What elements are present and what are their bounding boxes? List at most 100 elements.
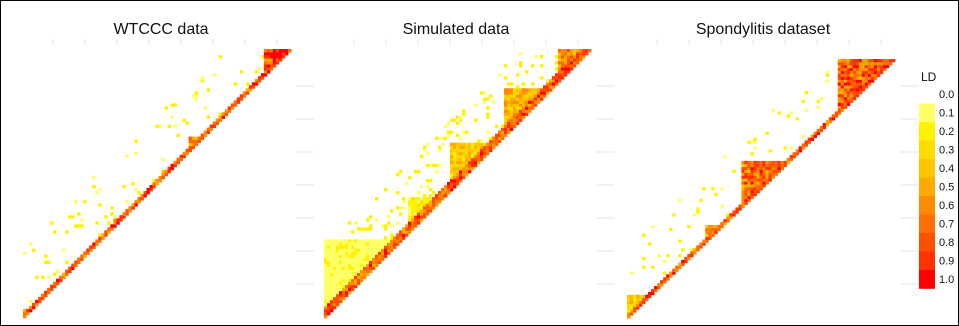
ld-cell bbox=[747, 187, 751, 191]
ld-cell bbox=[849, 82, 854, 86]
ld-cell bbox=[852, 82, 857, 86]
ld-cell bbox=[663, 277, 667, 281]
ld-cell bbox=[357, 248, 361, 252]
ld-cell bbox=[531, 103, 535, 107]
ld-cell bbox=[504, 127, 508, 131]
ld-cell bbox=[711, 230, 715, 235]
ld-cell bbox=[513, 112, 517, 116]
ld-cell bbox=[516, 121, 520, 125]
ld-cell bbox=[324, 260, 328, 264]
ld-cell bbox=[849, 76, 854, 80]
ld-cell bbox=[510, 109, 514, 113]
ld-cell bbox=[852, 61, 857, 66]
ld-cell bbox=[462, 154, 466, 159]
ld-cell bbox=[486, 112, 490, 116]
ld-cell bbox=[83, 200, 87, 204]
ld-cell bbox=[423, 215, 427, 219]
ld-cell bbox=[774, 166, 778, 171]
ld-cell bbox=[837, 82, 842, 86]
ld-cell bbox=[513, 121, 517, 125]
ld-cell bbox=[750, 152, 754, 156]
ld-cell bbox=[810, 137, 815, 141]
ld-cell bbox=[372, 248, 376, 252]
ld-cell bbox=[366, 245, 370, 249]
ld-cell bbox=[327, 305, 331, 310]
ld-cell bbox=[113, 221, 117, 225]
ld-cell bbox=[840, 70, 845, 74]
ld-cell bbox=[837, 102, 842, 106]
ld-cell bbox=[396, 242, 400, 246]
ld-cell bbox=[345, 260, 349, 264]
ld-cell bbox=[765, 178, 769, 182]
ld-cell bbox=[330, 299, 334, 304]
ld-cell bbox=[56, 281, 60, 286]
ld-cell bbox=[158, 124, 162, 128]
ld-cell bbox=[474, 151, 478, 156]
ld-cell bbox=[564, 61, 568, 65]
ld-cell bbox=[552, 85, 556, 89]
ld-cell bbox=[32, 248, 36, 252]
ld-cell bbox=[822, 123, 827, 127]
ld-cell bbox=[750, 181, 754, 185]
ld-cell bbox=[867, 64, 872, 69]
ld-cell bbox=[522, 115, 526, 119]
ld-cell bbox=[188, 136, 193, 141]
ld-cell bbox=[378, 242, 382, 246]
ld-cell bbox=[837, 76, 842, 80]
ld-cell bbox=[417, 209, 421, 213]
ld-cell bbox=[435, 194, 439, 198]
ld-cell bbox=[83, 254, 87, 258]
ld-cell bbox=[528, 91, 532, 95]
ld-cell bbox=[23, 308, 27, 313]
ld-cell bbox=[324, 293, 328, 298]
ld-cell bbox=[561, 64, 565, 68]
ld-cell bbox=[450, 151, 454, 156]
ld-cell bbox=[723, 219, 727, 223]
ld-cell bbox=[744, 198, 748, 203]
ld-cell bbox=[855, 93, 860, 98]
ld-cell bbox=[846, 79, 851, 83]
ld-cell bbox=[351, 245, 355, 249]
ld-cell bbox=[143, 191, 147, 195]
ld-cell bbox=[858, 88, 863, 92]
ld-cell bbox=[876, 70, 881, 74]
ld-cell bbox=[744, 181, 748, 185]
ld-cell bbox=[372, 242, 376, 246]
ld-cell bbox=[369, 215, 373, 219]
ld-cell bbox=[477, 151, 481, 156]
ld-cell bbox=[263, 58, 268, 62]
ld-cell bbox=[450, 160, 454, 165]
ld-cell bbox=[816, 99, 821, 104]
ld-cell bbox=[251, 85, 256, 89]
ld-cell bbox=[861, 79, 866, 83]
ld-cell bbox=[375, 242, 379, 246]
ld-cell bbox=[327, 242, 331, 246]
ld-cell bbox=[696, 245, 700, 249]
ld-cell bbox=[747, 163, 751, 168]
ld-cell bbox=[408, 206, 412, 210]
ld-cell bbox=[444, 185, 448, 189]
ld-cell bbox=[870, 70, 875, 74]
ld-cell bbox=[489, 145, 493, 150]
ld-cell bbox=[720, 187, 724, 191]
ld-cell bbox=[363, 227, 367, 231]
ld-cell bbox=[654, 286, 658, 290]
ld-cell bbox=[753, 187, 757, 191]
legend-label: 0.2 bbox=[939, 126, 954, 138]
ld-cell bbox=[95, 221, 99, 225]
ld-cell bbox=[38, 296, 42, 301]
ld-cell bbox=[95, 242, 99, 246]
ld-cell bbox=[492, 145, 496, 150]
ld-cell bbox=[750, 163, 754, 168]
ld-cell bbox=[278, 55, 283, 59]
ld-cell bbox=[792, 152, 797, 156]
ld-cell bbox=[266, 61, 271, 65]
ld-cell bbox=[819, 96, 824, 101]
ld-cell bbox=[426, 212, 430, 216]
ld-cell bbox=[330, 239, 334, 243]
ld-cell bbox=[855, 64, 860, 69]
ld-cell bbox=[471, 151, 475, 156]
ld-cell bbox=[459, 145, 463, 150]
ld-cell bbox=[47, 287, 51, 292]
ld-cell bbox=[438, 163, 442, 168]
